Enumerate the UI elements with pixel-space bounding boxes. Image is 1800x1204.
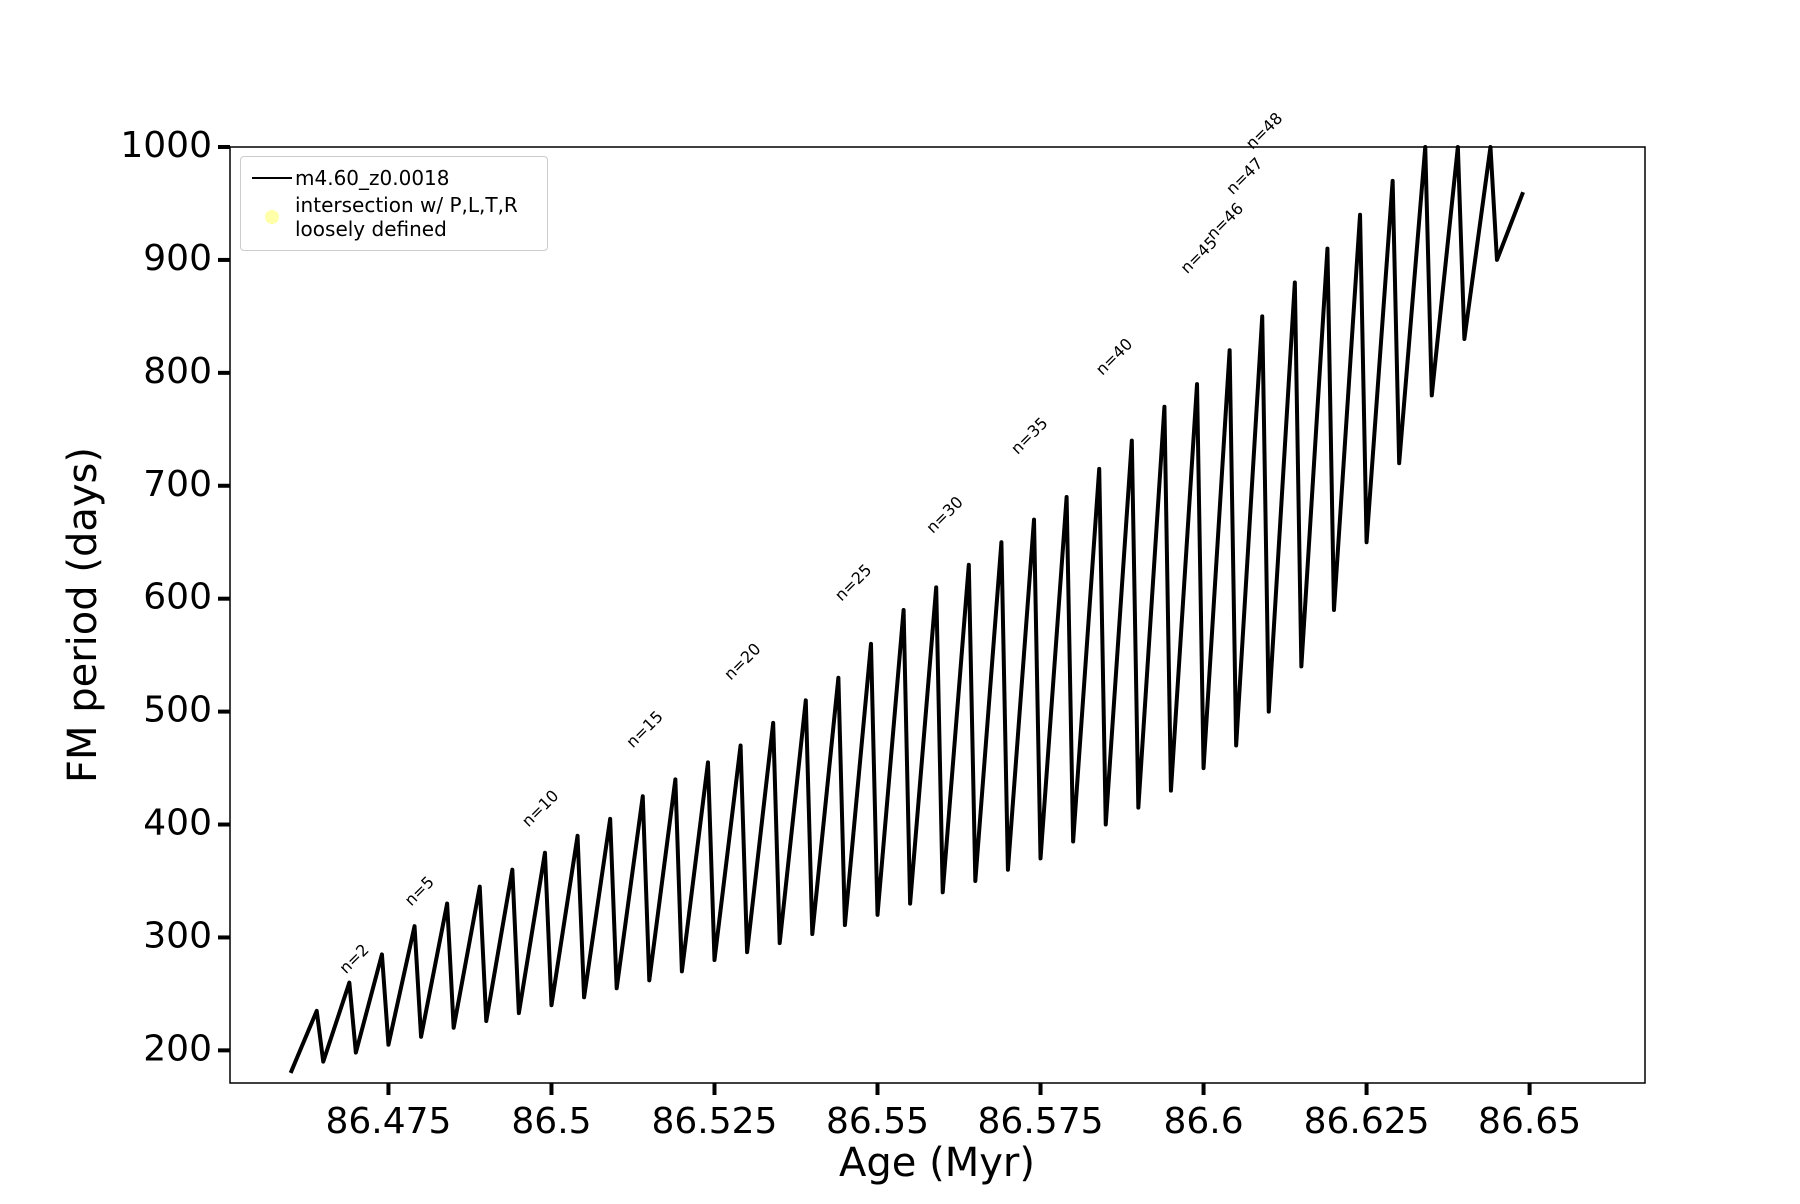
annotation: n=46	[1203, 199, 1247, 243]
plot-frame	[229, 146, 1646, 1084]
x-tick-label: 86.625	[1304, 1101, 1430, 1142]
annotation: n=25	[831, 560, 875, 604]
x-tick-label: 86.525	[652, 1101, 778, 1142]
y-axis-label: FM period (days)	[60, 447, 106, 783]
annotation: n=47	[1222, 154, 1266, 198]
x-tick-label: 86.475	[325, 1101, 451, 1142]
y-tick-label: 800	[143, 351, 212, 392]
x-tick-label: 86.55	[826, 1101, 929, 1142]
annotation: n=40	[1092, 334, 1136, 378]
y-tick-label: 400	[143, 803, 212, 844]
y-tick-label: 500	[143, 690, 212, 731]
annotation: n=30	[922, 492, 966, 536]
legend: m4.60_z0.0018 intersection w/ P,L,T,R lo…	[240, 156, 548, 251]
y-tick-label: 1000	[120, 125, 212, 166]
x-tick-label: 86.5	[511, 1101, 591, 1142]
x-axis-label: Age (Myr)	[839, 1140, 1035, 1186]
annotation: n=2	[335, 940, 372, 977]
y-tick-label: 700	[143, 464, 212, 505]
annotation: n=15	[622, 707, 666, 751]
annotation: n=5	[401, 872, 438, 909]
legend-line	[252, 177, 292, 179]
series-line	[288, 145, 1525, 1074]
x-tick-label: 86.65	[1478, 1101, 1581, 1142]
y-tick-label: 300	[143, 915, 212, 956]
annotation: n=20	[720, 639, 764, 683]
x-tick-label: 86.575	[978, 1101, 1104, 1142]
annotation: n=35	[1007, 413, 1051, 457]
annotation: n=10	[518, 786, 562, 830]
legend-label: m4.60_z0.0018	[295, 166, 450, 190]
legend-item: intersection w/ P,L,T,R loosely defined	[249, 193, 539, 241]
y-tick-label: 200	[143, 1028, 212, 1069]
x-tick-label: 86.6	[1163, 1101, 1243, 1142]
legend-item: m4.60_z0.0018	[249, 166, 539, 190]
legend-swatch	[265, 210, 279, 224]
legend-label: intersection w/ P,L,T,R loosely defined	[295, 193, 518, 241]
y-tick-label: 600	[143, 577, 212, 618]
y-tick-label: 900	[143, 238, 212, 279]
legend-dot	[265, 210, 279, 224]
